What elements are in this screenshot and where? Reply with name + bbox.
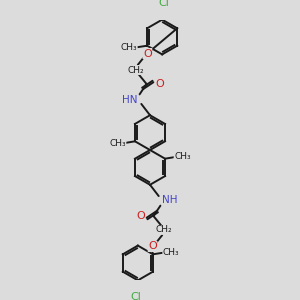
Text: Cl: Cl [158, 0, 169, 8]
Text: HN: HN [122, 94, 138, 105]
Text: Cl: Cl [131, 292, 142, 300]
Text: CH₂: CH₂ [156, 226, 172, 235]
Text: O: O [143, 49, 152, 58]
Text: CH₂: CH₂ [128, 65, 144, 74]
Text: O: O [155, 79, 164, 89]
Text: CH₃: CH₃ [109, 139, 126, 148]
Text: CH₃: CH₃ [174, 152, 191, 161]
Text: O: O [136, 211, 145, 221]
Text: CH₃: CH₃ [163, 248, 179, 257]
Text: CH₃: CH₃ [121, 43, 137, 52]
Text: O: O [148, 242, 157, 251]
Text: NH: NH [162, 195, 178, 206]
